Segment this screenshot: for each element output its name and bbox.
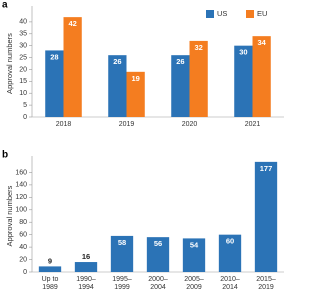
- value-label: 30: [239, 48, 247, 57]
- bar: [38, 266, 62, 272]
- y-tick-label: 100: [15, 207, 27, 214]
- panel-label: a: [2, 0, 8, 11]
- bar: [218, 234, 242, 272]
- bar: [234, 45, 253, 117]
- y-axis-label: Approval numbers: [5, 33, 14, 94]
- value-label: 26: [113, 57, 121, 66]
- bar: [45, 50, 64, 117]
- x-tick-label-box: 2019: [118, 121, 135, 128]
- legend-label: US: [217, 9, 227, 18]
- value-label: 42: [68, 19, 76, 28]
- bar: [252, 36, 271, 117]
- x-tick-label-box: 2015–2019: [256, 276, 276, 291]
- legend-label: EU: [257, 9, 267, 18]
- x-tick-label: 1990–1994: [76, 276, 96, 291]
- x-tick-label: 2021: [244, 121, 261, 128]
- x-tick-label: 2010–2014: [220, 276, 240, 291]
- x-tick-label: 2015–2019: [256, 276, 276, 291]
- bar: [108, 55, 127, 117]
- x-tick-label: 2005–2009: [184, 276, 204, 291]
- x-tick-label: 2019: [118, 121, 135, 128]
- x-tick-label: 1995–1999: [112, 276, 132, 291]
- bar: [126, 71, 145, 117]
- x-tick-label-box: 1990–1994: [76, 276, 96, 291]
- y-tick-label: 0: [23, 269, 27, 276]
- value-label: 28: [50, 52, 58, 61]
- x-tick-label: Up to 1989: [41, 276, 59, 291]
- y-tick-label: 60: [19, 232, 27, 239]
- value-label: 26: [176, 57, 184, 66]
- legend-swatch: [246, 10, 254, 18]
- y-axis-label: Approval numbers: [5, 185, 14, 246]
- bar: [182, 238, 206, 272]
- x-tick-label-box: 2010–2014: [220, 276, 240, 291]
- bar: [254, 161, 278, 272]
- y-tick-label: 80: [19, 219, 27, 226]
- value-label: 9: [48, 256, 52, 265]
- y-tick-label: 0: [23, 114, 27, 121]
- y-tick-label: 20: [19, 66, 27, 73]
- y-tick-label: 140: [15, 182, 27, 189]
- value-label: 54: [190, 240, 199, 249]
- legend-swatch: [206, 10, 214, 18]
- x-tick-label-box: 2000–2004: [148, 276, 168, 291]
- value-label: 58: [118, 238, 126, 247]
- bar: [189, 40, 208, 117]
- value-label: 16: [82, 252, 90, 261]
- y-tick-label: 40: [19, 244, 27, 251]
- bar: [146, 237, 170, 272]
- y-tick-label: 160: [15, 169, 27, 176]
- panel-label: b: [2, 150, 8, 161]
- x-tick-label-box: Up to 1989: [41, 276, 59, 291]
- value-label: 56: [154, 239, 162, 248]
- value-label: 32: [194, 43, 202, 52]
- value-label: 177: [260, 164, 273, 173]
- y-tick-label: 120: [15, 194, 27, 201]
- value-label: 60: [226, 237, 234, 246]
- x-tick-label: 2020: [181, 121, 198, 128]
- x-tick-label: 2018: [55, 121, 72, 128]
- y-tick-label: 30: [19, 43, 27, 50]
- value-label: 34: [257, 38, 266, 47]
- y-tick-label: 5: [23, 102, 27, 109]
- bar: [171, 55, 190, 117]
- x-tick-label-box: 2020: [181, 121, 198, 128]
- x-tick-label: 2000–2004: [148, 276, 168, 291]
- y-tick-label: 15: [19, 78, 27, 85]
- y-tick-label: 35: [19, 31, 27, 38]
- x-tick-label-box: 2021: [244, 121, 261, 128]
- bar: [74, 262, 98, 272]
- y-tick-label: 40: [19, 19, 27, 26]
- y-tick-label: 20: [19, 256, 27, 263]
- y-tick-label: 10: [19, 90, 27, 97]
- y-tick-label: 25: [19, 54, 27, 61]
- x-tick-label-box: 1995–1999: [112, 276, 132, 291]
- x-tick-label-box: 2005–2009: [184, 276, 204, 291]
- bar: [110, 235, 134, 272]
- x-tick-label-box: 2018: [55, 121, 72, 128]
- value-label: 19: [131, 74, 139, 83]
- bar: [63, 17, 82, 118]
